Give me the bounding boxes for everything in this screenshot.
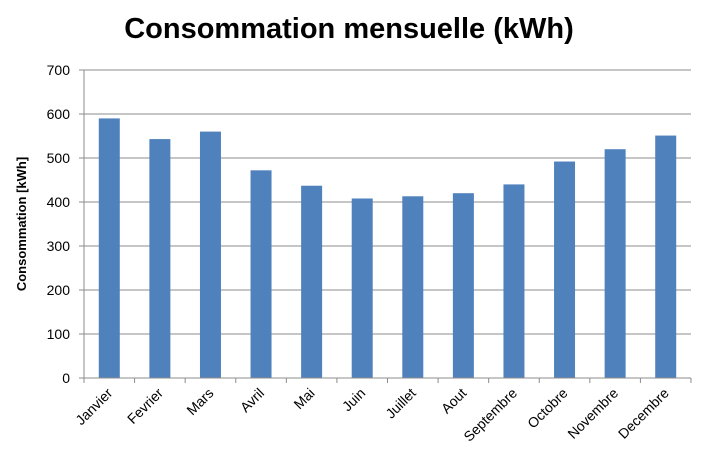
y-tick-label: 200 bbox=[47, 282, 71, 298]
x-tick-label: Octobre bbox=[524, 385, 571, 432]
y-tick-label: 100 bbox=[47, 326, 71, 342]
y-tick-label: 600 bbox=[47, 106, 71, 122]
y-tick-label: 400 bbox=[47, 194, 71, 210]
bar-juin bbox=[351, 198, 373, 378]
bar-avril bbox=[250, 170, 272, 378]
gridlines bbox=[84, 69, 691, 335]
bar-juillet bbox=[402, 196, 424, 378]
x-tick-label: Septembre bbox=[460, 385, 520, 445]
x-tick-label: Mars bbox=[183, 385, 216, 418]
x-tick-label: Janvier bbox=[72, 385, 115, 428]
bar-aout bbox=[452, 193, 474, 378]
x-tick-label: Decembre bbox=[615, 385, 672, 442]
bar-decembre bbox=[655, 135, 677, 378]
x-tick-label: Juin bbox=[339, 385, 368, 414]
y-tick-label: 500 bbox=[47, 150, 71, 166]
axes bbox=[79, 69, 692, 383]
x-tick-label: Juillet bbox=[382, 385, 419, 422]
bar-janvier bbox=[98, 118, 120, 379]
x-tick-label: Mai bbox=[290, 385, 317, 412]
bar-fevrier bbox=[149, 139, 171, 378]
x-tick-label: Fevrier bbox=[124, 385, 166, 427]
bar-octobre bbox=[554, 161, 576, 378]
y-tick-label: 0 bbox=[62, 370, 70, 386]
x-tick-label: Aout bbox=[438, 385, 470, 417]
bar-mai bbox=[301, 185, 323, 378]
y-tick-label: 300 bbox=[47, 238, 71, 254]
x-tick-labels: Janvier Fevrier Mars Avril Mai Juin Juillet Aou… bbox=[72, 385, 672, 445]
y-tick-label: 700 bbox=[47, 62, 71, 78]
x-tick-label: Avril bbox=[237, 385, 267, 415]
y-axis-label: Consommation [kWh] bbox=[14, 157, 29, 291]
bar-septembre bbox=[503, 184, 525, 378]
bar-mars bbox=[199, 131, 221, 378]
x-tick-label: Novembre bbox=[564, 385, 621, 442]
y-tick-labels: 0 100 200 300 400 500 600 700 bbox=[47, 62, 71, 386]
bar-novembre bbox=[604, 149, 626, 378]
chart-title: Consommation mensuelle (kWh) bbox=[124, 13, 574, 45]
bars bbox=[98, 118, 677, 379]
